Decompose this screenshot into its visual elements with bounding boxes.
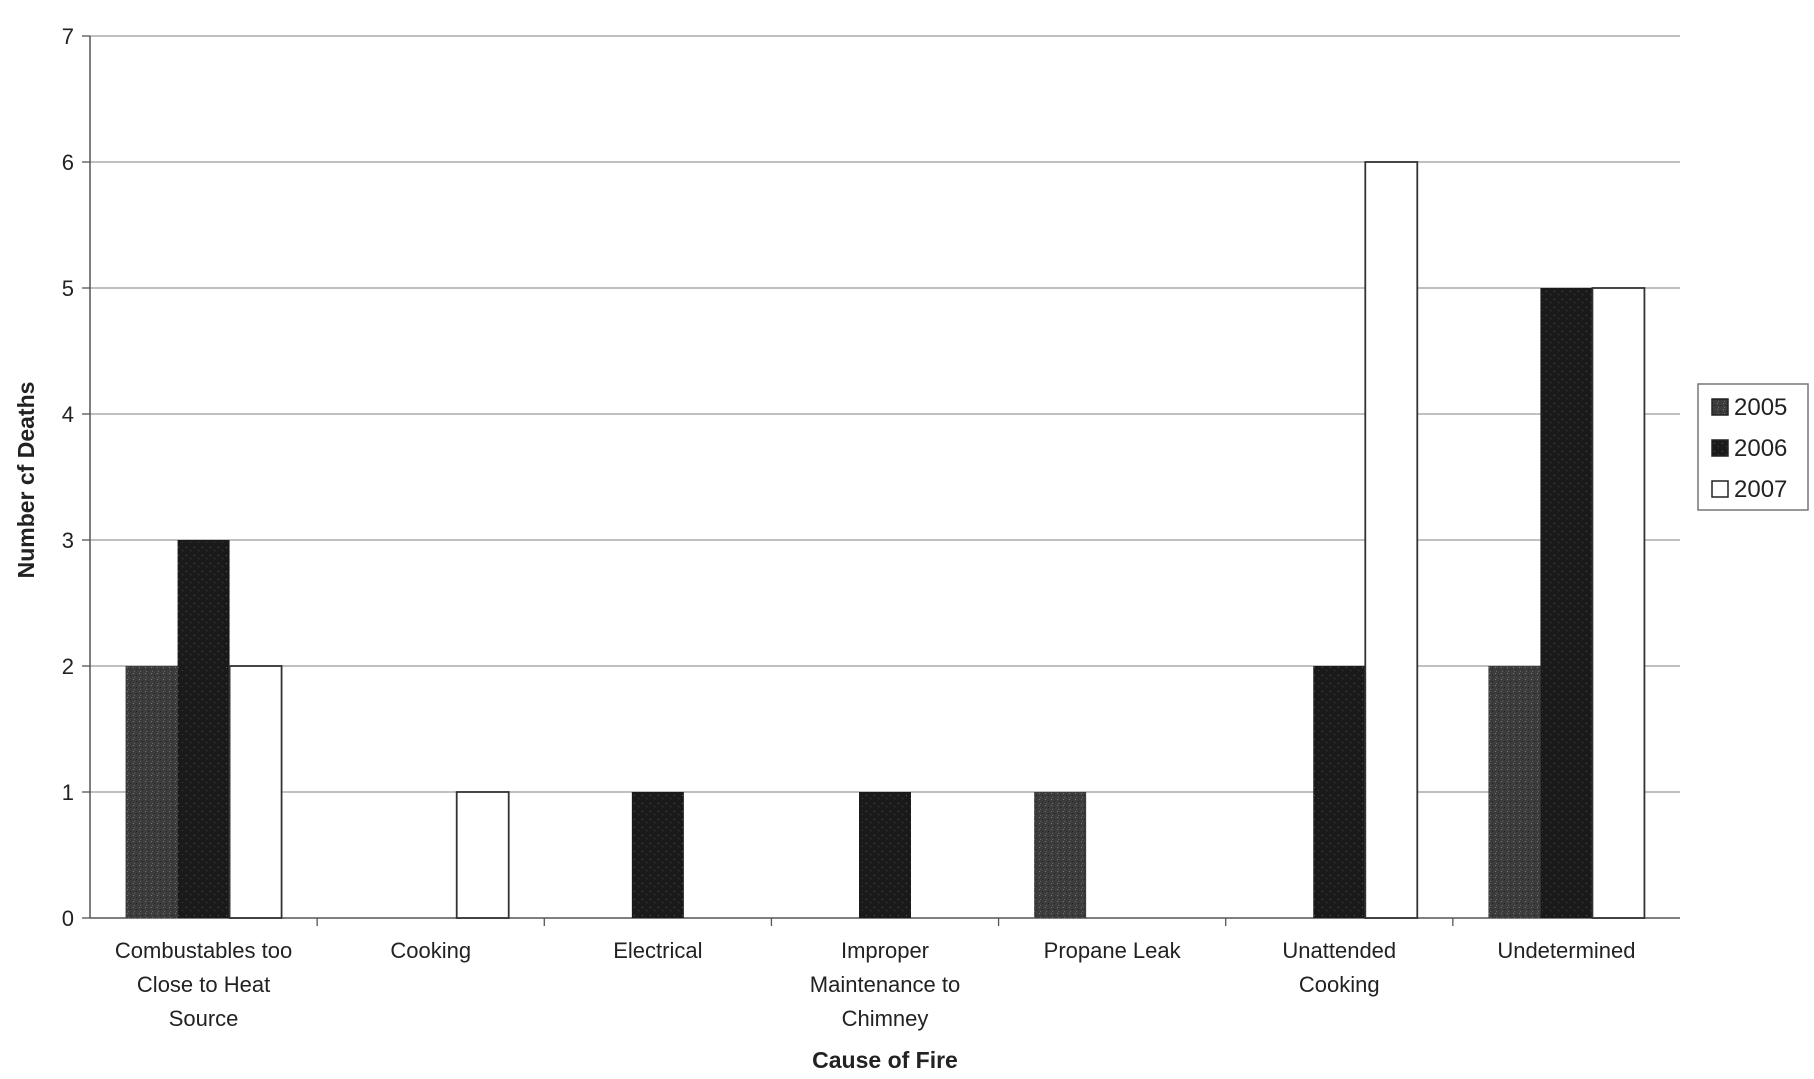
bar-2007-1 [455,791,510,919]
bar-2007-5 [1364,161,1419,919]
gridlines [90,35,1680,793]
legend: 2005 2006 2007 [1697,383,1809,511]
x-category-label: Combustables too Close to Heat Source [115,938,292,1031]
y-axis-title: Number cf Deaths [13,382,39,579]
x-category-label: Improper Maintenance to Chimney [810,938,960,1031]
x-category-label: Undetermined [1497,938,1635,963]
y-tick-label: 0 [62,906,74,931]
x-category-labels: Combustables too Close to Heat Source Cooki… [115,938,1636,1031]
bar-2006-3 [859,792,911,918]
y-tick-label: 1 [62,780,74,805]
bar-2006-2 [631,792,684,918]
bar-2005-0 [125,666,178,918]
bar-2006-6 [1540,288,1593,918]
x-category-label: Unattended Cooking [1282,938,1396,997]
legend-swatch-2005 [1711,398,1729,416]
x-category-label: Electrical [613,938,702,963]
x-axis-title: Cause of Fire [812,1047,958,1073]
legend-label-2005: 2005 [1734,394,1787,421]
bar-2007-6 [1591,287,1646,919]
y-tick-labels: 0 1 2 3 4 5 6 7 [62,24,74,931]
x-category-label: Cooking [390,938,471,963]
y-tick-label: 4 [62,402,74,427]
bars [125,161,1646,919]
bar-2007-0 [228,665,283,919]
y-tick-label: 5 [62,276,74,301]
bar-2005-4 [1034,792,1087,918]
legend-label-2006: 2006 [1734,435,1787,462]
y-tick-label: 6 [62,150,74,175]
bar-2005-6 [1488,666,1541,918]
bar-2006-5 [1313,666,1366,918]
legend-label-2007: 2007 [1734,476,1787,503]
y-tick-label: 3 [62,528,74,553]
legend-swatch-2006 [1711,439,1729,457]
legend-swatch-2007 [1711,480,1729,498]
y-tick-label: 7 [62,24,74,49]
y-tick-label: 2 [62,654,74,679]
x-category-label: Propane Leak [1044,938,1182,963]
bar-2006-0 [177,540,230,918]
